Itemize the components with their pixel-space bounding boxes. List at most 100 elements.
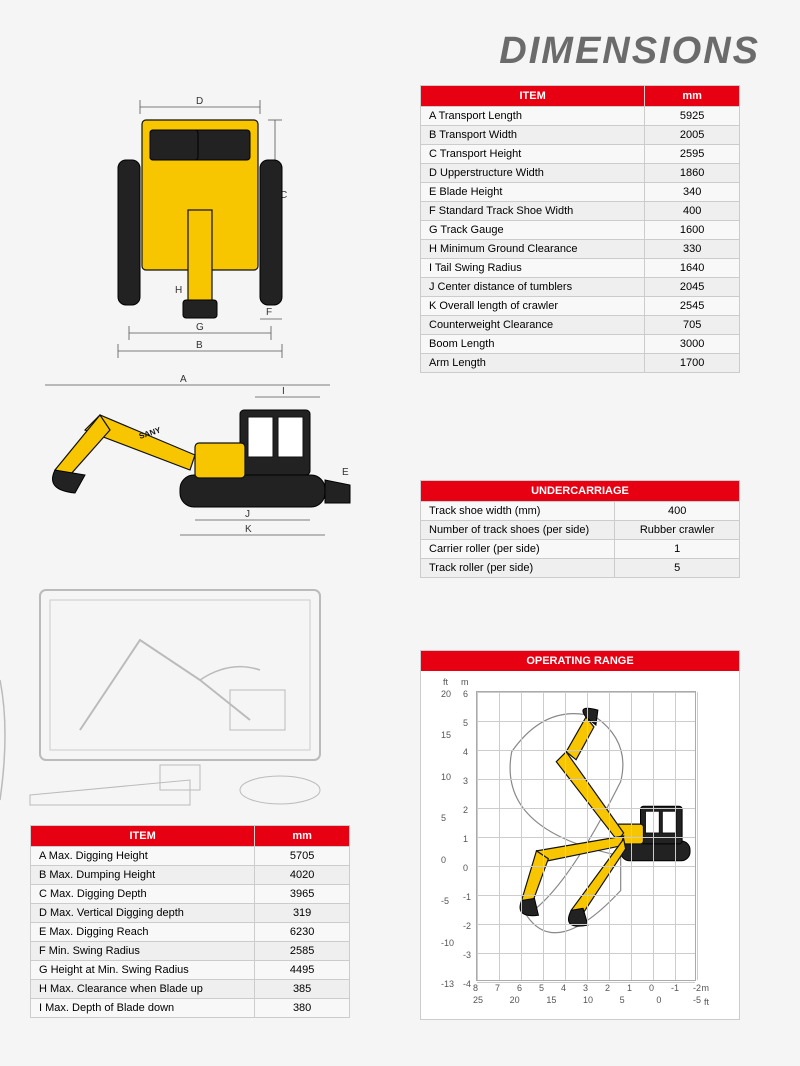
x-tick-m: 3 — [583, 983, 588, 993]
y-tick-m: -2 — [463, 921, 471, 931]
x-tick-m: 5 — [539, 983, 544, 993]
spec-value: 2595 — [645, 145, 740, 164]
spec-label: D Max. Vertical Digging depth — [31, 904, 255, 923]
under-header: UNDERCARRIAGE — [421, 481, 740, 502]
table-row: G Track Gauge1600 — [421, 221, 740, 240]
dimensions-table: ITEM mm A Transport Length5925B Transpor… — [420, 85, 740, 373]
spec-value: 400 — [615, 502, 740, 521]
spec-value: 5705 — [255, 847, 350, 866]
range-header-item: ITEM — [31, 826, 255, 847]
table-row: E Blade Height340 — [421, 183, 740, 202]
table-row: J Center distance of tumblers2045 — [421, 278, 740, 297]
operating-range-chart: ft m m ft — [421, 671, 739, 1011]
table-row: C Transport Height2595 — [421, 145, 740, 164]
spec-value: 3965 — [255, 885, 350, 904]
table-row: I Max. Depth of Blade down380 — [31, 999, 350, 1018]
spec-label: F Min. Swing Radius — [31, 942, 255, 961]
y-tick-ft: -13 — [441, 979, 454, 989]
table-row: C Max. Digging Depth3965 — [31, 885, 350, 904]
spec-label: B Transport Width — [421, 126, 645, 145]
spec-label: I Max. Depth of Blade down — [31, 999, 255, 1018]
dim-label-e: E — [342, 467, 349, 478]
spec-label: E Blade Height — [421, 183, 645, 202]
spec-label: A Max. Digging Height — [31, 847, 255, 866]
spec-value: 4020 — [255, 866, 350, 885]
x-tick-m: -2 — [693, 983, 701, 993]
table-row: Arm Length1700 — [421, 354, 740, 373]
table-row: Track shoe width (mm)400 — [421, 502, 740, 521]
y-tick-m: 3 — [463, 776, 468, 786]
spec-value: 340 — [645, 183, 740, 202]
table-row: B Max. Dumping Height4020 — [31, 866, 350, 885]
spec-label: Boom Length — [421, 335, 645, 354]
spec-value: 3000 — [645, 335, 740, 354]
y-tick-m: 0 — [463, 863, 468, 873]
spec-value: 2585 — [255, 942, 350, 961]
spec-value: 2005 — [645, 126, 740, 145]
table-row: E Max. Digging Reach6230 — [31, 923, 350, 942]
dim-label-h: H — [175, 285, 182, 296]
table-row: I Tail Swing Radius1640 — [421, 259, 740, 278]
x-tick-m: 4 — [561, 983, 566, 993]
spec-value: 2545 — [645, 297, 740, 316]
spec-label: H Minimum Ground Clearance — [421, 240, 645, 259]
spec-label: Carrier roller (per side) — [421, 540, 615, 559]
operating-range-title: OPERATING RANGE — [421, 651, 739, 671]
table-row: Number of track shoes (per side)Rubber c… — [421, 521, 740, 540]
spec-value: 5925 — [645, 107, 740, 126]
y-tick-ft: 10 — [441, 772, 451, 782]
spec-value: 330 — [645, 240, 740, 259]
spec-value: 705 — [645, 316, 740, 335]
unit-m-y: m — [461, 677, 469, 687]
spec-label: A Transport Length — [421, 107, 645, 126]
x-tick-ft: -5 — [693, 995, 701, 1005]
x-tick-ft: 10 — [583, 995, 593, 1005]
table-row: H Minimum Ground Clearance330 — [421, 240, 740, 259]
unit-ft-y: ft — [443, 677, 448, 687]
dim-label-b: B — [196, 340, 203, 351]
spec-value: 1640 — [645, 259, 740, 278]
table-row: Carrier roller (per side)1 — [421, 540, 740, 559]
dim-label-g: G — [196, 322, 204, 333]
y-tick-m: -1 — [463, 892, 471, 902]
range-table: ITEM mm A Max. Digging Height5705B Max. … — [30, 825, 350, 1018]
y-tick-m: 2 — [463, 805, 468, 815]
dim-label-k: K — [245, 524, 252, 535]
x-tick-ft: 15 — [546, 995, 556, 1005]
spec-value: 5 — [615, 559, 740, 578]
table-row: D Max. Vertical Digging depth319 — [31, 904, 350, 923]
y-tick-ft: 5 — [441, 813, 446, 823]
x-tick-m: 7 — [495, 983, 500, 993]
table-row: B Transport Width2005 — [421, 126, 740, 145]
dim-label-j: J — [245, 509, 250, 520]
x-tick-m: 6 — [517, 983, 522, 993]
y-tick-ft: 0 — [441, 855, 446, 865]
spec-label: B Max. Dumping Height — [31, 866, 255, 885]
diagram-side-view: A E I SANY J K — [30, 375, 360, 545]
table-row: H Max. Clearance when Blade up385 — [31, 980, 350, 999]
x-tick-m: 1 — [627, 983, 632, 993]
spec-label: F Standard Track Shoe Width — [421, 202, 645, 221]
x-tick-ft: 0 — [656, 995, 661, 1005]
x-tick-ft: 25 — [473, 995, 483, 1005]
dim-label-d: D — [196, 96, 203, 107]
y-tick-m: -3 — [463, 950, 471, 960]
table-row: F Standard Track Shoe Width400 — [421, 202, 740, 221]
diagram-monitor-sketch — [0, 580, 370, 810]
dims-header-unit: mm — [645, 86, 740, 107]
y-tick-ft: 15 — [441, 730, 451, 740]
y-tick-ft: -5 — [441, 896, 449, 906]
y-tick-m: 5 — [463, 718, 468, 728]
dim-label-f: F — [266, 307, 272, 318]
unit-m-x: m — [702, 983, 710, 993]
x-tick-m: 0 — [649, 983, 654, 993]
y-tick-m: 4 — [463, 747, 468, 757]
unit-ft-x: ft — [704, 997, 709, 1007]
x-tick-m: 2 — [605, 983, 610, 993]
spec-value: 1700 — [645, 354, 740, 373]
spec-label: Arm Length — [421, 354, 645, 373]
dim-label-a: A — [180, 375, 187, 385]
spec-value: 4495 — [255, 961, 350, 980]
spec-value: 6230 — [255, 923, 350, 942]
diagram-top-view: D C H F G B — [80, 95, 320, 365]
